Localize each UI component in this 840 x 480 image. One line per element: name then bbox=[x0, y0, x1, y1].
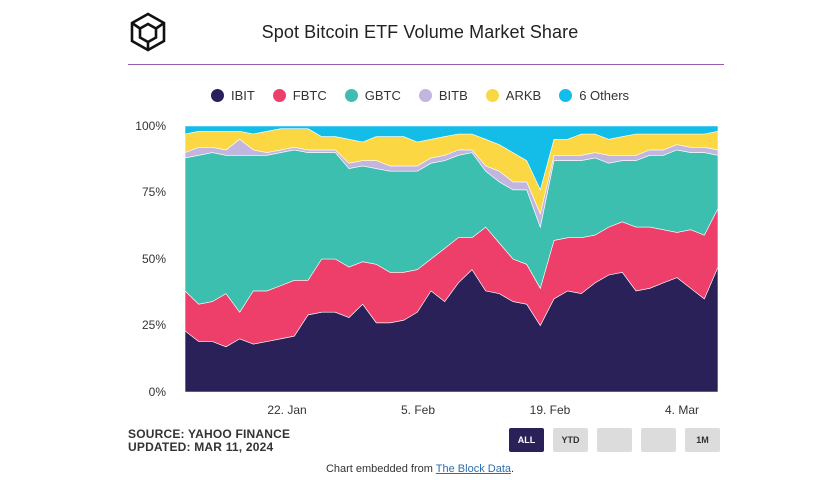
chart-title: Spot Bitcoin ETF Volume Market Share bbox=[261, 22, 579, 42]
chart-legend: IBIT FBTC GBTC BITB ARKB 6 Others bbox=[0, 88, 840, 103]
legend-dot-icon bbox=[485, 89, 499, 102]
range-blank-button[interactable] bbox=[641, 428, 676, 452]
x-tick-label: 19. Feb bbox=[529, 403, 571, 417]
legend-label: IBIT bbox=[230, 88, 255, 103]
legend-item-others[interactable]: 6 Others bbox=[559, 88, 629, 103]
y-tick-label: 0% bbox=[148, 385, 166, 399]
range-1m-button[interactable]: 1M bbox=[685, 428, 720, 452]
stacked-area-group bbox=[184, 125, 719, 393]
x-tick-label: 22. Jan bbox=[267, 403, 307, 417]
legend-label: GBTC bbox=[364, 88, 401, 103]
embed-suffix: . bbox=[511, 463, 515, 475]
title-divider bbox=[128, 64, 724, 65]
legend-item-bitb[interactable]: BITB bbox=[418, 88, 468, 103]
embed-link[interactable]: The Block Data bbox=[435, 463, 511, 475]
legend-label: FBTC bbox=[292, 88, 327, 103]
legend-label: 6 Others bbox=[579, 88, 630, 103]
embed-note: Chart embedded from The Block Data. bbox=[0, 463, 840, 475]
y-tick-label: 100% bbox=[135, 119, 166, 133]
legend-item-fbtc[interactable]: FBTC bbox=[272, 88, 327, 103]
legend-label: BITB bbox=[438, 88, 468, 103]
legend-dot-icon bbox=[344, 89, 358, 102]
range-all-button[interactable]: ALL bbox=[509, 428, 544, 452]
x-tick-label: 4. Mar bbox=[664, 403, 700, 417]
legend-item-gbtc[interactable]: GBTC bbox=[344, 88, 401, 103]
y-tick-label: 25% bbox=[141, 318, 166, 332]
legend-dot-icon bbox=[418, 89, 432, 102]
legend-item-arkb[interactable]: ARKB bbox=[485, 88, 542, 103]
legend-dot-icon bbox=[559, 89, 573, 102]
brand-logo-icon bbox=[128, 12, 168, 52]
updated-text: UPDATED: MAR 11, 2024 bbox=[128, 440, 274, 454]
legend-dot-icon bbox=[210, 89, 224, 102]
source-text: SOURCE: YAHOO FINANCE bbox=[128, 427, 291, 441]
y-tick-label: 75% bbox=[141, 185, 166, 199]
x-tick-label: 5. Feb bbox=[400, 403, 436, 417]
source-note: SOURCE: YAHOO FINANCE UPDATED: MAR 11, 2… bbox=[128, 428, 290, 454]
legend-label: ARKB bbox=[505, 88, 542, 103]
area-series-6-others[interactable] bbox=[184, 125, 719, 191]
embed-prefix: Chart embedded from bbox=[325, 463, 436, 475]
y-tick-label: 50% bbox=[141, 252, 166, 266]
range-ytd-button[interactable]: YTD bbox=[553, 428, 588, 452]
legend-item-ibit[interactable]: IBIT bbox=[210, 88, 255, 103]
legend-dot-icon bbox=[272, 89, 286, 102]
range-blank-button[interactable] bbox=[597, 428, 632, 452]
range-selector: ALL YTD 1M bbox=[509, 428, 720, 452]
